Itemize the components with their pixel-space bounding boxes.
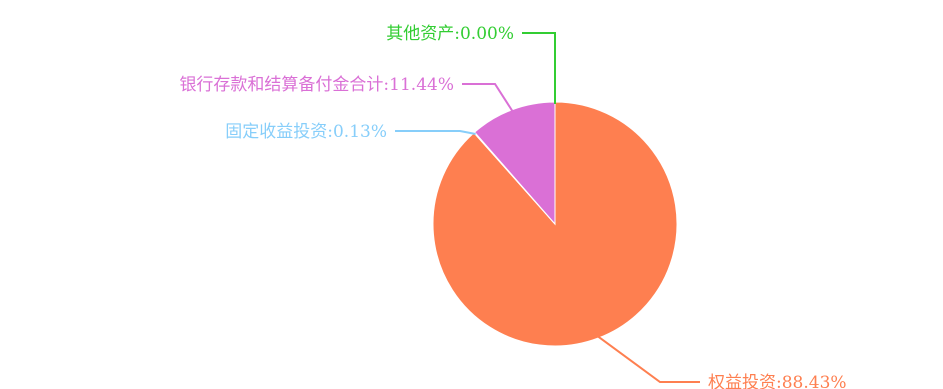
leader-line-fixed-income [395, 130, 476, 135]
pie-slices [432, 101, 678, 347]
slice-label-other-assets: 其他资产:0.00% [386, 24, 514, 44]
leader-line-other-assets [522, 32, 556, 104]
slice-labels: 权益投资:88.43% 固定收益投资:0.13% 银行存款和结算备付金合计:11… [179, 24, 846, 389]
leader-line-equity [597, 335, 700, 383]
slice-label-bank-deposits: 银行存款和结算备付金合计:11.44% [179, 75, 454, 95]
leader-lines [395, 32, 700, 383]
leader-line-bank-deposits [462, 83, 514, 113]
slice-label-equity: 权益投资:88.43% [708, 373, 847, 389]
slice-label-fixed-income: 固定收益投资:0.13% [225, 122, 387, 142]
